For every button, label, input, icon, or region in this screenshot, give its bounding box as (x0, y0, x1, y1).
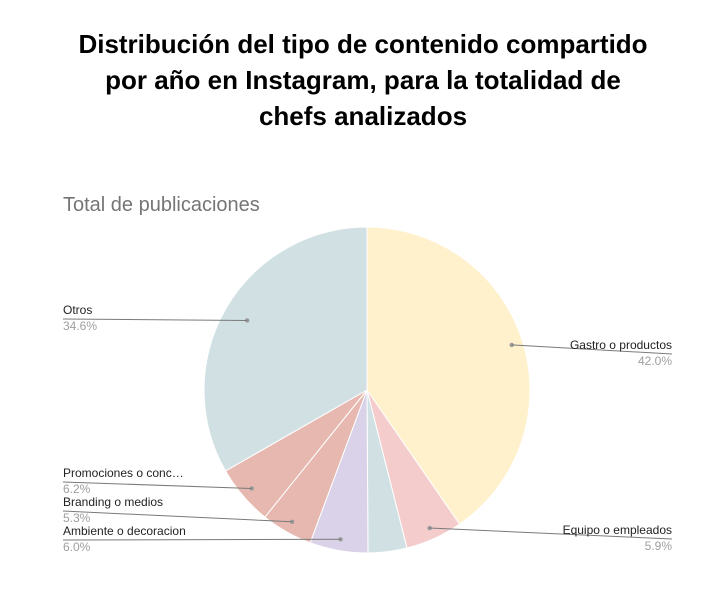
chart-title-line-3: chefs analizados (258, 101, 468, 131)
slice-label-ambiente-o-decoracion: Ambiente o decoracion (63, 524, 186, 538)
slice-labels: Gastro o productos 42.0% Equipo o empleado… (63, 303, 672, 554)
leader-line-promociones-o-conc (62, 481, 252, 489)
chart-title: Distribución del tipo de contenido compa… (0, 26, 726, 134)
leader-dot-gastro-o-productos (509, 342, 514, 348)
leader-line-branding-o-medios (62, 510, 293, 523)
slice-label-equipo-o-empleados: Equipo o empleados (563, 523, 672, 537)
leader-line-gastro-o-productos (511, 344, 673, 355)
slice-percent-otros: 34.6% (63, 319, 97, 333)
slice-percent-gastro-o-productos: 42.0% (638, 354, 672, 368)
slice-percent-branding-o-medios: 5.3% (63, 511, 91, 525)
leader-lines (62, 318, 673, 542)
pie-slice-otros (203, 226, 368, 472)
chart-subtitle: Total de publicaciones (63, 194, 260, 216)
slice-label-gastro-o-productos: Gastro o productos (570, 338, 672, 352)
leader-line-otros (62, 318, 248, 321)
chart-title-line-1: Distribución del tipo de contenido compa… (78, 29, 648, 59)
slice-label-branding-o-medios: Branding o medios (63, 495, 163, 509)
pie-slice-gastro-o-productos (366, 226, 531, 525)
slice-label-otros: Otros (63, 303, 92, 317)
slice-percent-promociones-o-conc: 6.2% (63, 482, 91, 496)
leader-line-equipo-o-empleados (429, 527, 673, 540)
slice-percent-equipo-o-empleados: 5.9% (645, 539, 673, 553)
chart-title-line-2: por año en Instagram, para la totalidad … (105, 65, 621, 95)
slice-label-promociones-o-conc: Promociones o conc… (63, 466, 184, 480)
slice-percent-ambiente-o-decoracion: 6.0% (63, 540, 91, 554)
leader-line-ambiente-o-decoracion (62, 538, 341, 541)
pie-slices (203, 226, 531, 554)
